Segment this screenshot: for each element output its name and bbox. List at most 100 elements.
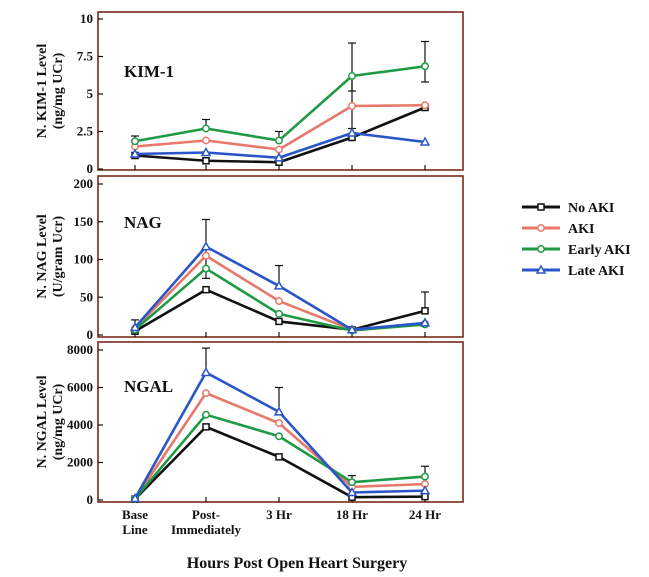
y-axis-label-line: N. NGAL Level: [35, 375, 50, 468]
series-late-aki-point: [346, 486, 358, 497]
legend: No AKI AKI Early AKI Late AKI: [522, 201, 631, 279]
series-late-aki-point: [200, 241, 212, 251]
series-late-aki-point: [200, 366, 212, 377]
series-early-aki-point: [202, 264, 210, 273]
x-category-label-line: Line: [122, 522, 148, 537]
y-axis-label: N. KIM-1 Level(ng/mg UCr): [35, 44, 66, 139]
series-no-aki-point: [202, 157, 210, 165]
series-aki-point: [202, 136, 210, 145]
series-no-aki-point: [202, 423, 210, 431]
x-category-label: 18 Hr: [336, 507, 368, 522]
y-tick-label: 2.5: [77, 124, 94, 139]
series-late-aki-point: [129, 148, 141, 158]
panel-title: KIM-1: [124, 62, 174, 81]
series-early-aki-point: [348, 478, 356, 487]
y-tick-label: 6000: [67, 380, 93, 395]
y-tick-label: 50: [80, 289, 93, 304]
series-aki: [131, 389, 429, 503]
y-axis-label-line: N. NAG Level: [35, 214, 50, 298]
y-axis-label: N. NAG Level(U/gram Ucr): [35, 214, 66, 298]
y-tick-label: 0: [87, 161, 94, 176]
series-early-aki-point: [348, 72, 356, 80]
series-late-aki-point: [419, 317, 431, 327]
legend-item-late-aki: Late AKI: [522, 264, 624, 279]
panel-frame: [97, 175, 464, 338]
series-early-aki: [131, 410, 429, 503]
series-aki: [131, 101, 429, 154]
y-tick-label: 10: [80, 11, 93, 26]
series-early-aki-point: [275, 432, 283, 441]
series-no-aki-point: [275, 453, 283, 461]
legend-label: AKI: [568, 222, 594, 237]
legend-item-early-aki: Early AKI: [522, 243, 631, 258]
y-tick-label: 0: [87, 492, 94, 507]
series-early-aki-point: [275, 136, 283, 145]
x-category-label: Base Line: [122, 507, 148, 537]
series-no-aki-point: [275, 317, 283, 326]
x-category-label: 3 Hr: [266, 507, 292, 522]
x-category-label-line: Base: [122, 507, 148, 522]
series-late-aki-point: [273, 406, 285, 416]
legend-item-no-aki: No AKI: [522, 201, 614, 216]
series-late-aki-point: [200, 146, 212, 157]
series-late-aki: [129, 241, 431, 334]
legend-item-aki: AKI: [522, 222, 594, 237]
y-tick-label: 2000: [67, 455, 93, 470]
panel-ngal: 0 2000 4000 6000 8000 NGAL N. NGAL Level(ng/mg…: [35, 341, 464, 507]
y-tick-label: 8000: [67, 342, 93, 357]
series-late-aki-point: [346, 324, 358, 334]
y-axis-label-line: (ng/mg UCr): [51, 52, 66, 129]
y-tick-label: 5: [87, 86, 94, 101]
y-tick-label: 150: [74, 214, 94, 229]
x-category-labels: Base Line Post-Immediately 3 Hr 18 Hr 24 Hr: [122, 507, 441, 537]
series-early-aki-point: [421, 472, 429, 481]
series-aki-point: [275, 419, 283, 428]
x-category-label: Post-Immediately: [171, 507, 242, 537]
legend-marker: [535, 264, 547, 274]
series-no-aki-point: [421, 307, 429, 315]
x-category-label-line: 24 Hr: [409, 507, 441, 522]
panel-nag: 0 50 100 150 200 NAG N. NAG Level(U/gram Ucr): [35, 175, 464, 342]
legend-marker: [537, 224, 545, 232]
series-late-aki-point: [346, 127, 358, 137]
series-late-aki-point: [273, 152, 285, 162]
series-early-aki-point: [131, 137, 139, 146]
series-aki-point: [348, 102, 356, 110]
series-late-aki: [129, 127, 431, 162]
panel-title: NAG: [124, 213, 162, 232]
y-axis-label-line: N. KIM-1 Level: [35, 44, 50, 139]
series-late-aki-point: [129, 321, 141, 332]
y-axis-label: N. NGAL Level(ng/mg UCr): [35, 375, 66, 468]
series-late-aki-point: [419, 485, 431, 495]
x-category-label-line: Post-: [192, 507, 220, 522]
legend-label: Early AKI: [568, 243, 631, 258]
y-axis-label-line: (U/gram Ucr): [51, 216, 66, 298]
series-aki-point: [202, 251, 210, 260]
y-tick-label: 200: [74, 176, 94, 191]
y-tick-label: 0: [87, 327, 94, 342]
y-tick-label: 4000: [67, 417, 93, 432]
panel-frame: [97, 341, 464, 503]
series-aki-point: [421, 101, 429, 110]
series-early-aki-line: [134, 64, 426, 143]
x-category-label-line: Immediately: [171, 522, 242, 537]
series-late-aki-point: [129, 492, 141, 503]
x-category-label-line: 18 Hr: [336, 507, 368, 522]
panel-kim-1: 0 2.5 5 7.5 10 KIM-1 N. KIM-1 Level(ng/mg UCr): [35, 11, 464, 176]
series-early-aki-point: [275, 309, 283, 318]
legend-label: No AKI: [568, 201, 614, 216]
series-late-aki: [129, 366, 431, 503]
series-early-aki-point: [421, 62, 429, 71]
series-no-aki-point: [202, 285, 210, 294]
legend-label: Late AKI: [568, 264, 624, 279]
panel-title: NGAL: [124, 377, 173, 396]
series-aki-point: [275, 297, 283, 305]
y-tick-label: 7.5: [77, 49, 94, 64]
series-early-aki: [131, 62, 429, 146]
panel-frame: [97, 11, 464, 171]
y-axis-label-line: (ng/mg UCr): [51, 383, 66, 460]
series-early-aki-point: [202, 410, 210, 419]
series-early-aki-point: [202, 124, 210, 133]
